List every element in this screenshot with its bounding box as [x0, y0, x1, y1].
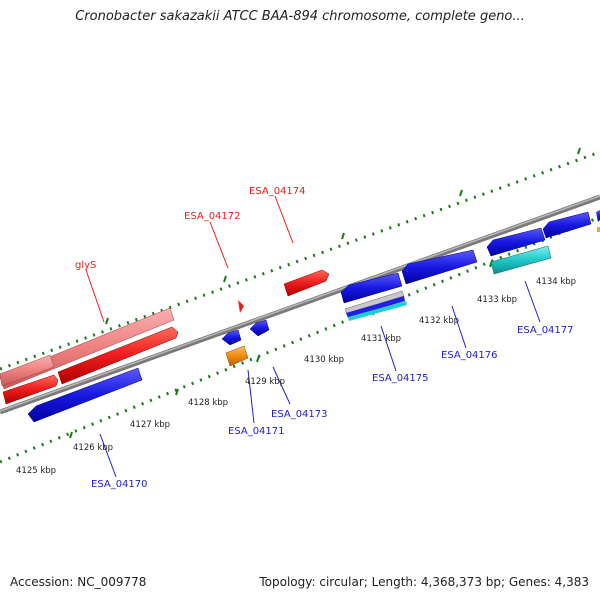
scale-label: 4127 kbp: [130, 420, 170, 430]
accession-text: Accession: NC_009778: [10, 575, 147, 589]
gene-blue-right[interactable]: [542, 211, 592, 239]
label-ESA_04175[interactable]: ESA_04175: [372, 373, 429, 384]
scale-label: 4125 kbp: [16, 466, 56, 476]
topology-text: Topology: circular; Length: 4,368,373 bp…: [259, 575, 589, 589]
scale-label: 4129 kbp: [245, 377, 285, 387]
scale-label: 4134 kbp: [536, 277, 576, 287]
gene-ESA_04171-orange[interactable]: [225, 345, 249, 367]
gene-glyS[interactable]: [57, 326, 179, 385]
gene-ESA_04172-marker[interactable]: [238, 300, 244, 313]
scale-label: 4128 kbp: [188, 398, 228, 408]
label-ESA_04177[interactable]: ESA_04177: [517, 325, 574, 336]
scale-label: 4126 kbp: [73, 443, 113, 453]
gene-ESA_04176[interactable]: [401, 249, 478, 285]
gene-ESA_04173[interactable]: [249, 319, 270, 337]
gene-ESA_04171[interactable]: [221, 329, 242, 346]
scale-label: 4133 kbp: [477, 295, 517, 305]
label-glyS[interactable]: glyS: [75, 260, 96, 271]
backbone: [0, 194, 600, 415]
scale-label: 4130 kbp: [304, 355, 344, 365]
scale-label: 4131 kbp: [361, 334, 401, 344]
label-ESA_04173[interactable]: ESA_04173: [271, 409, 328, 420]
gene-ESA_04177[interactable]: [490, 245, 552, 275]
label-ESA_04171[interactable]: ESA_04171: [228, 426, 285, 437]
gene-ESA_04175-stripe-2[interactable]: [346, 296, 405, 318]
label-ESA_04170[interactable]: ESA_04170: [91, 479, 148, 490]
map-title: Cronobacter sakazakii ATCC BAA-894 chrom…: [75, 9, 525, 24]
gene-glyS-light-2[interactable]: [0, 354, 55, 387]
label-ESA_04174[interactable]: ESA_04174: [249, 186, 306, 197]
label-ESA_04172[interactable]: ESA_04172: [184, 211, 241, 222]
gene-yellow-edge: [597, 227, 600, 232]
gene-ESA_04177-blue[interactable]: [486, 227, 546, 257]
reverse-tick-track: [0, 215, 600, 464]
gene-ESA_04175[interactable]: [340, 272, 403, 304]
gene-red-left[interactable]: [2, 374, 59, 405]
gene-ESA_04174[interactable]: [283, 269, 330, 297]
scale-label: 4132 kbp: [419, 316, 459, 326]
label-ESA_04176[interactable]: ESA_04176: [441, 350, 498, 361]
reverse-leaders: [99, 280, 541, 478]
forward-tick-track: [0, 150, 600, 371]
gene-blue-edge[interactable]: [596, 210, 600, 222]
gene-ESA_04175-stripe-3[interactable]: [348, 301, 407, 321]
forward-leaders: [85, 195, 294, 323]
gene-ESA_04170[interactable]: [27, 367, 143, 423]
